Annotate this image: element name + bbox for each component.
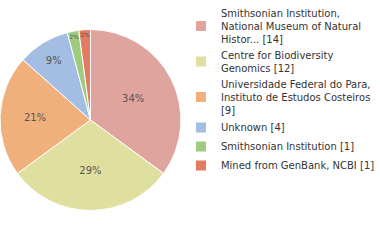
svg-text:Universidade Federal do Para,I: Universidade Federal do Para,Instituto d… [221,79,371,116]
svg-text:Smithsonian Institution [1]: Smithsonian Institution [1] [221,141,354,152]
svg-text:2%: 2% [80,32,90,38]
svg-text:Centre for BiodiversityGenomic: Centre for BiodiversityGenomics [12] [221,50,334,74]
svg-text:2%: 2% [70,34,80,40]
svg-text:29%: 29% [79,165,101,176]
svg-text:Smithsonian Institution,Nation: Smithsonian Institution,National Museum … [221,8,361,45]
svg-text:Unknown [4]: Unknown [4] [221,122,285,133]
svg-text:Mined from GenBank, NCBI [1]: Mined from GenBank, NCBI [1] [221,160,374,171]
svg-text:34%: 34% [122,93,144,104]
svg-text:21%: 21% [24,112,46,123]
svg-text:9%: 9% [46,55,62,66]
